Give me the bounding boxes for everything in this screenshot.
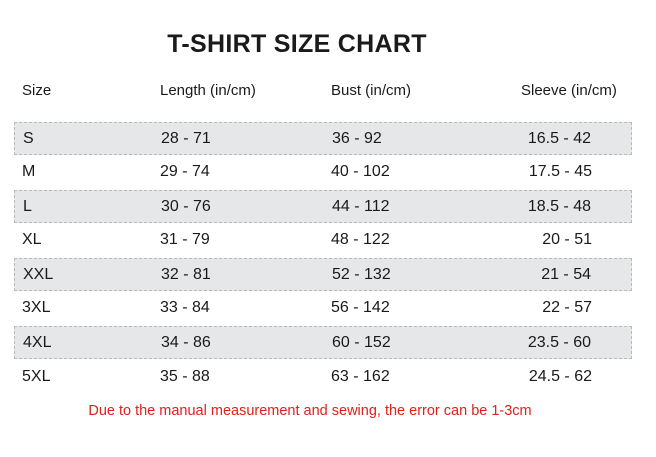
measurement-note: Due to the manual measurement and sewing… [88, 403, 532, 419]
length-cell: 28 - 71 [161, 130, 211, 147]
sleeve-cell: 22 - 57 [542, 299, 592, 316]
bust-cell: 52 - 132 [332, 266, 391, 283]
chart-title: T-SHIRT SIZE CHART [167, 30, 427, 58]
table-row: 3XL 33 - 84 56 - 142 22 - 57 [14, 292, 632, 325]
bust-cell: 44 - 112 [332, 198, 390, 215]
header-sleeve: Sleeve (in/cm) [521, 82, 617, 99]
length-cell: 32 - 81 [161, 266, 211, 283]
size-cell: S [23, 130, 34, 147]
length-cell: 31 - 79 [160, 231, 210, 248]
header-size: Size [22, 82, 52, 99]
table-row: M 29 - 74 40 - 102 17.5 - 45 [14, 156, 632, 189]
size-cell: M [22, 163, 36, 180]
header-bust: Bust (in/cm) [331, 82, 412, 99]
table-row: XL 31 - 79 48 - 122 20 - 51 [14, 224, 632, 257]
bust-cell: 40 - 102 [331, 163, 390, 180]
size-cell: L [23, 198, 32, 215]
table-row: L 30 - 76 44 - 112 18.5 - 48 [14, 190, 632, 223]
size-cell: 5XL [22, 368, 51, 385]
bust-cell: 36 - 92 [332, 130, 382, 147]
length-cell: 29 - 74 [160, 163, 210, 180]
bust-cell: 48 - 122 [331, 231, 390, 248]
table-row: XXL 32 - 81 52 - 132 21 - 54 [14, 258, 632, 291]
size-cell: 4XL [23, 334, 52, 351]
table-row: 4XL 34 - 86 60 - 152 23.5 - 60 [14, 326, 632, 359]
sleeve-cell: 20 - 51 [542, 231, 592, 248]
length-cell: 34 - 86 [161, 334, 211, 351]
sleeve-cell: 23.5 - 60 [527, 334, 591, 351]
sleeve-cell: 21 - 54 [541, 266, 591, 283]
bust-cell: 63 - 162 [331, 368, 390, 385]
bust-cell: 56 - 142 [331, 299, 390, 316]
size-cell: 3XL [22, 299, 51, 316]
sleeve-cell: 16.5 - 42 [527, 130, 591, 147]
sleeve-cell: 18.5 - 48 [527, 198, 591, 215]
table-row: 5XL 35 - 88 63 - 162 24.5 - 62 [14, 361, 632, 394]
size-cell: XXL [23, 266, 54, 283]
length-cell: 33 - 84 [160, 299, 210, 316]
length-cell: 30 - 76 [161, 198, 211, 215]
length-cell: 35 - 88 [160, 368, 210, 385]
bust-cell: 60 - 152 [332, 334, 391, 351]
size-cell: XL [22, 231, 42, 248]
sleeve-cell: 24.5 - 62 [528, 368, 592, 385]
sleeve-cell: 17.5 - 45 [528, 163, 592, 180]
header-length: Length (in/cm) [160, 82, 256, 99]
table-row: S 28 - 71 36 - 92 16.5 - 42 [14, 122, 632, 155]
